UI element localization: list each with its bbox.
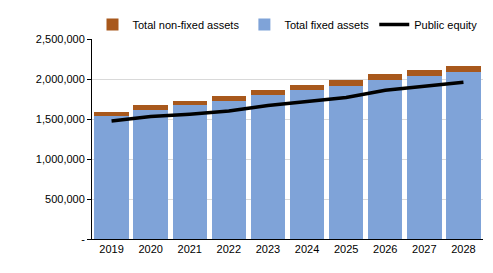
svg-text:1,500,000: 1,500,000 [36, 113, 85, 125]
svg-text:2026: 2026 [373, 243, 397, 255]
svg-text:500,000: 500,000 [45, 193, 85, 205]
svg-text:2023: 2023 [256, 243, 280, 255]
svg-text:2027: 2027 [412, 243, 436, 255]
svg-text:2,500,000: 2,500,000 [36, 33, 85, 45]
svg-text:2025: 2025 [334, 243, 358, 255]
svg-text:1,000,000: 1,000,000 [36, 153, 85, 165]
svg-text:2019: 2019 [99, 243, 123, 255]
svg-text:2024: 2024 [295, 243, 319, 255]
svg-text:-: - [81, 233, 85, 245]
svg-text:2021: 2021 [178, 243, 202, 255]
svg-text:2022: 2022 [217, 243, 241, 255]
svg-text:Public equity: Public equity [414, 19, 477, 31]
svg-text:2028: 2028 [451, 243, 475, 255]
svg-text:Total fixed assets: Total fixed assets [284, 19, 369, 31]
svg-text:2,000,000: 2,000,000 [36, 73, 85, 85]
svg-text:2020: 2020 [138, 243, 162, 255]
svg-text:Total non-fixed assets: Total non-fixed assets [133, 19, 240, 31]
